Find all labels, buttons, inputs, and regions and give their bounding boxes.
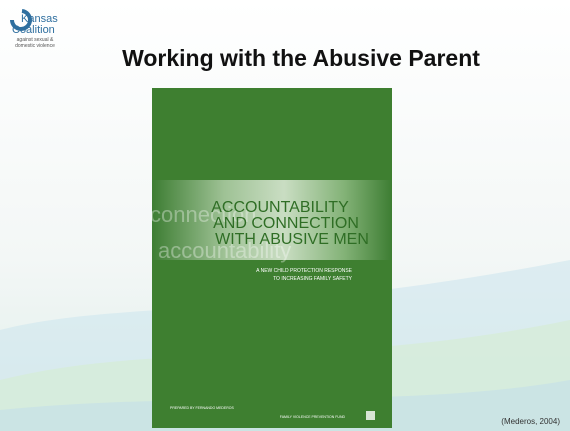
slide-title: Working with the Abusive Parent [122, 45, 480, 71]
cover-credit: PREPARED BY FERNANDO MEDEROS [170, 406, 235, 410]
book-cover: connection accountability ACCOUNTABILITY… [150, 88, 392, 428]
slide: Kansas Coalition against sexual & domest… [0, 0, 570, 431]
cover-logo [366, 411, 375, 420]
cover-publisher: FAMILY VIOLENCE PREVENTION FUND [280, 415, 346, 419]
logo-tagline: domestic violence [15, 43, 55, 49]
cover-subtitle: TO INCREASING FAMILY SAFETY [273, 276, 353, 282]
citation: (Mederos, 2004) [501, 417, 560, 426]
logo-text: Coalition [12, 24, 55, 36]
cover-title-line: ACCOUNTABILITY [211, 199, 349, 216]
cover-subtitle: A NEW CHILD PROTECTION RESPONSE [256, 268, 353, 274]
cover-title-line: AND CONNECTION [213, 215, 359, 232]
cover-title-line: WITH ABUSIVE MEN [215, 231, 369, 248]
